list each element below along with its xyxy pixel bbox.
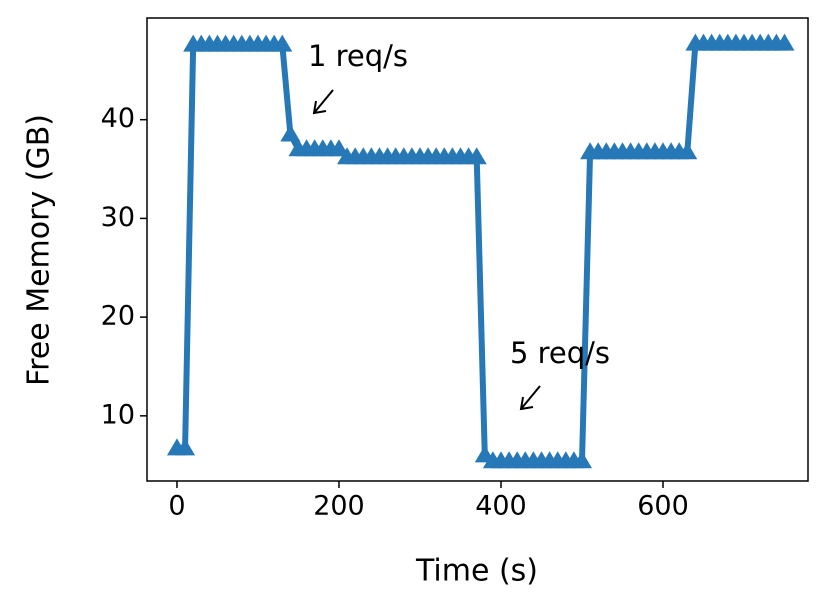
x-tick-label: 200 (313, 491, 365, 522)
marker (272, 34, 293, 52)
x-tick-label: 0 (168, 491, 185, 522)
annotation-arrow (313, 89, 334, 114)
marker (328, 139, 349, 157)
data-line (176, 40, 785, 465)
y-tick-label: 40 (101, 103, 135, 134)
y-axis-label: Free Memory (GB) (22, 114, 57, 386)
y-tick-label: 20 (101, 301, 135, 332)
x-axis-label: Time (s) (415, 554, 538, 589)
marker (466, 147, 487, 165)
annotation: 5 req/s (510, 336, 610, 370)
y-tick-label: 30 (101, 202, 135, 233)
annotation-arrowhead (312, 100, 327, 115)
marker (175, 438, 196, 456)
x-tick-label: 400 (475, 491, 527, 522)
annotation-arrow (520, 385, 541, 410)
marker (774, 33, 795, 51)
plot-frame (146, 17, 809, 482)
annotation-arrowhead (519, 396, 534, 411)
marker (571, 451, 592, 469)
y-tick-label: 10 (101, 399, 135, 430)
marker (677, 142, 698, 160)
annotation: 1 req/s (308, 39, 408, 73)
marker (280, 124, 301, 142)
x-tick-label: 600 (637, 491, 689, 522)
